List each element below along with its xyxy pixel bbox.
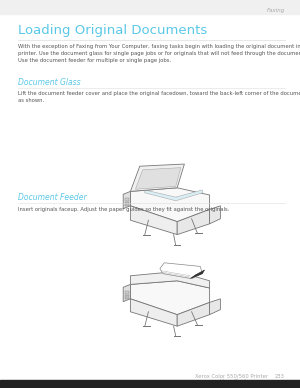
Bar [0, 380, 300, 388]
Polygon shape [130, 164, 184, 191]
Polygon shape [123, 191, 130, 209]
Bar [124, 202, 129, 206]
Polygon shape [177, 302, 210, 326]
Text: Lift the document feeder cover and place the original facedown, toward the back-: Lift the document feeder cover and place… [18, 91, 300, 103]
Polygon shape [210, 206, 220, 224]
Text: With the exception of Faxing from Your Computer, faxing tasks begin with loading: With the exception of Faxing from Your C… [18, 44, 300, 63]
Bar [0, 0, 300, 14]
Text: Document Feeder: Document Feeder [18, 193, 87, 202]
Text: Loading Original Documents: Loading Original Documents [18, 24, 207, 37]
Polygon shape [130, 272, 210, 288]
Polygon shape [123, 284, 130, 302]
Text: Faxing: Faxing [267, 8, 285, 13]
Polygon shape [177, 210, 210, 235]
Bar [124, 198, 129, 201]
Polygon shape [190, 270, 205, 279]
Text: Xerox Color 550/560 Printer: Xerox Color 550/560 Printer [195, 374, 268, 379]
Polygon shape [145, 190, 203, 201]
Polygon shape [130, 299, 177, 326]
Bar [124, 295, 129, 299]
Text: Insert originals faceup. Adjust the paper guides so they fit against the origina: Insert originals faceup. Adjust the pape… [18, 207, 230, 212]
Polygon shape [130, 281, 210, 315]
Polygon shape [130, 188, 210, 222]
Bar [124, 291, 129, 294]
Text: 233: 233 [275, 374, 285, 379]
Text: Document Glass: Document Glass [18, 78, 81, 87]
Polygon shape [130, 206, 177, 235]
Polygon shape [160, 263, 202, 279]
Polygon shape [210, 299, 220, 315]
Polygon shape [135, 168, 181, 189]
Text: User Guide: User Guide [220, 379, 249, 384]
